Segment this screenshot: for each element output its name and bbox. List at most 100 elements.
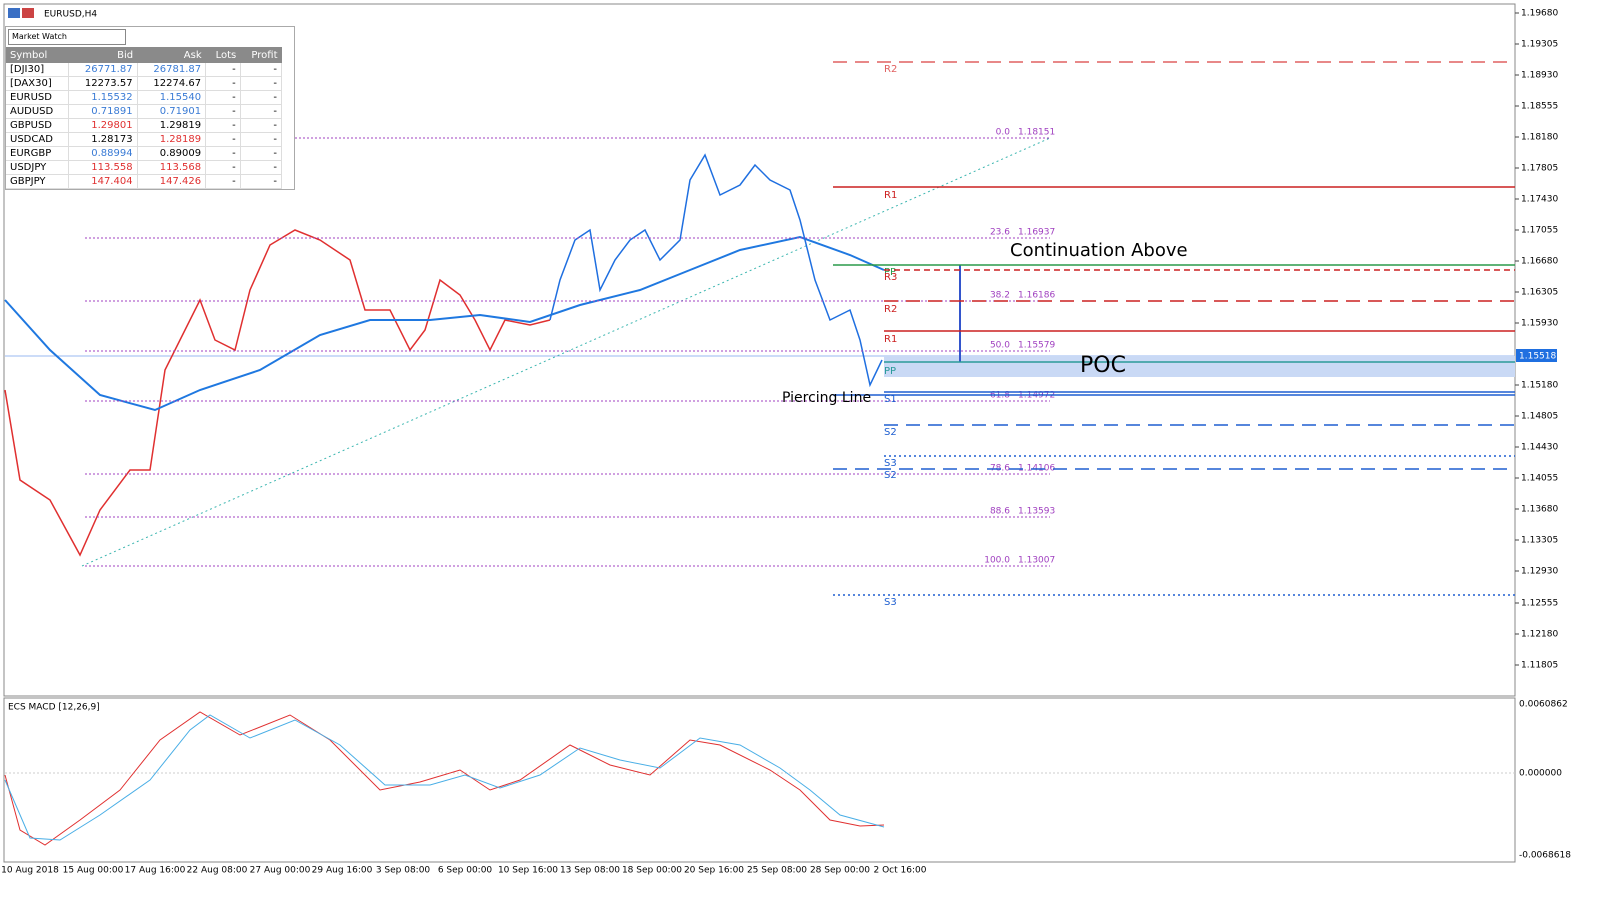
price-label: 1.17430	[1521, 195, 1558, 205]
pivot-label: S3	[884, 458, 897, 469]
time-label: 10 Sep 16:00	[498, 866, 558, 876]
symbol-row: USDJPY 113.558 113.568- -	[6, 160, 283, 175]
bid: 1.28173	[68, 132, 138, 147]
macd-pane	[3, 697, 1516, 863]
price-label: 1.18180	[1521, 133, 1558, 143]
symbol: USDJPY	[6, 160, 70, 175]
symbol-row: GBPUSD 1.29801 1.29819- -	[6, 118, 283, 133]
lots: -	[205, 63, 241, 77]
pivot-label: PP	[884, 366, 896, 377]
profit: -	[240, 118, 283, 133]
bid: 113.558	[68, 160, 138, 175]
lots: -	[205, 132, 241, 147]
symbol-row: USDCAD 1.28173 1.28189- -	[6, 132, 283, 147]
time-label: 29 Aug 16:00	[312, 866, 373, 876]
price-label: 1.14430	[1521, 443, 1558, 453]
price-label: 1.14055	[1521, 474, 1558, 484]
time-label: 2 Oct 16:00	[874, 866, 927, 876]
pivot-label: S2	[884, 470, 897, 481]
window-title: EURUSD,H4	[44, 10, 97, 20]
ask: 26781.87	[137, 63, 207, 77]
price-path	[549, 153, 883, 388]
macd-axis-label: 0.000000	[1519, 769, 1562, 779]
time-label: 17 Aug 16:00	[125, 866, 186, 876]
symbol: [DAX30]	[6, 76, 70, 91]
lots: -	[205, 76, 241, 91]
symbol-row: EURGBP 0.88994 0.89009- -	[6, 146, 283, 161]
pivot-label: R1	[884, 334, 897, 345]
pivot-label: S2	[884, 427, 897, 438]
pivot-label: R3	[884, 272, 897, 283]
symbol: EURUSD	[6, 90, 70, 105]
ask: 113.568	[137, 160, 207, 175]
price-label: 1.18930	[1521, 71, 1558, 81]
pivot-label: S3	[884, 597, 897, 608]
column-header: Lots	[205, 47, 241, 63]
symbol: GBPJPY	[6, 174, 70, 189]
market-watch-dropdown[interactable]: Market Watch	[8, 29, 126, 45]
macd-title: ECS MACD [12,26,9]	[8, 703, 100, 713]
profit: -	[240, 90, 283, 105]
column-header: Bid	[68, 47, 138, 63]
price-label: 1.15180	[1521, 381, 1558, 391]
symbol: GBPUSD	[6, 118, 70, 133]
price-label: 1.15930	[1521, 319, 1558, 329]
symbol-row: EURUSD 1.15532 1.15540- -	[6, 90, 283, 105]
pivot-label: R2	[884, 304, 897, 315]
pivot-label: PP	[884, 267, 896, 278]
symbol: EURGBP	[6, 146, 70, 161]
price-label: 1.12555	[1521, 599, 1558, 609]
ask: 0.71901	[137, 104, 207, 119]
symbol-row: [DAX30] 12273.57 12274.67- -	[6, 76, 283, 91]
fib-price: 1.16186	[1018, 291, 1055, 301]
ask: 147.426	[137, 174, 207, 189]
macd-axis-label: -0.0068618	[1519, 851, 1571, 861]
macd-line	[4, 714, 885, 841]
profit: -	[240, 160, 283, 175]
lots: -	[205, 118, 241, 133]
bid: 0.71891	[68, 104, 138, 119]
fib-price: 1.13593	[1018, 507, 1055, 517]
profit: -	[240, 132, 283, 147]
time-label: 6 Sep 00:00	[438, 866, 493, 876]
current-price-box	[1516, 349, 1557, 362]
price-label: 1.16305	[1521, 288, 1558, 298]
bid: 147.404	[68, 174, 138, 189]
fib-trendline	[81, 137, 1051, 567]
time-label: 18 Sep 00:00	[622, 866, 682, 876]
fib-price: 1.16937	[1018, 228, 1055, 238]
ask: 0.89009	[137, 146, 207, 161]
bid: 1.29801	[68, 118, 138, 133]
pivot-label: R1	[884, 190, 897, 201]
fib-level: 50.0	[990, 341, 1010, 351]
market-watch: Market Watch Symbol Bid Ask Lots Profit [DJI3…	[5, 26, 295, 190]
price-label: 1.17055	[1521, 226, 1558, 236]
lots: -	[205, 174, 241, 189]
profit: -	[240, 146, 283, 161]
ask: 1.29819	[137, 118, 207, 133]
profit: -	[240, 174, 283, 189]
symbol-row: GBPJPY 147.404 147.426- -	[6, 174, 283, 189]
fib-level: 38.2	[990, 291, 1010, 301]
window-icon	[8, 8, 20, 18]
time-label: 15 Aug 00:00	[63, 866, 124, 876]
annotation: Continuation Above	[1010, 240, 1188, 261]
time-label: 3 Sep 08:00	[376, 866, 431, 876]
lots: -	[205, 160, 241, 175]
pivot-label: S1	[884, 394, 897, 405]
price-label: 1.16680	[1521, 257, 1558, 267]
ask: 1.15540	[137, 90, 207, 105]
profit: -	[240, 63, 283, 77]
symbol-row: AUDUSD 0.71891 0.71901- -	[6, 104, 283, 119]
annotation: POC	[1080, 353, 1126, 378]
bid: 26771.87	[68, 63, 138, 77]
macd-signal	[4, 711, 885, 846]
current-price: 1.15518	[1519, 352, 1556, 362]
fib-level: 88.6	[990, 507, 1010, 517]
time-label: 10 Aug 2018	[1, 866, 59, 876]
macd-axis-label: 0.0060862	[1519, 700, 1568, 710]
time-label: 28 Sep 00:00	[810, 866, 870, 876]
symbol: USDCAD	[6, 132, 70, 147]
fib-price: 1.13007	[1018, 556, 1055, 566]
